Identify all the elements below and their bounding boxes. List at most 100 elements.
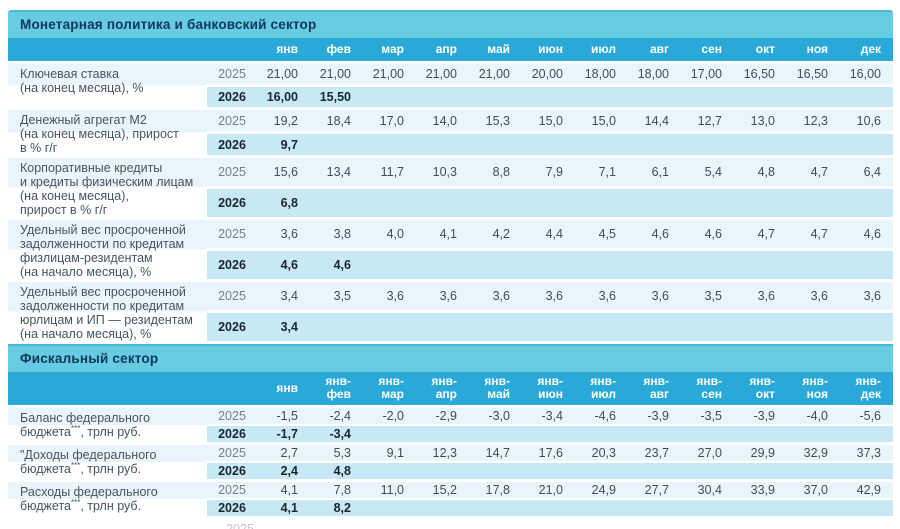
value-cell: 3,6 xyxy=(363,282,416,310)
value-cell xyxy=(734,87,787,107)
period-line2: июл xyxy=(591,387,616,401)
value-cell: 24,9 xyxy=(575,482,628,498)
value-cell xyxy=(575,463,628,479)
value-cell: 16,50 xyxy=(787,64,840,84)
value-cell: 5,4 xyxy=(681,158,734,186)
year-cell-2026: 2026 xyxy=(207,134,257,155)
period-line1: янв- xyxy=(590,374,616,388)
year-cell-2025: 2025 xyxy=(207,445,257,461)
year-cell-2026: 2026 xyxy=(207,426,257,442)
value-cell xyxy=(681,87,734,107)
month-col-header: сен xyxy=(701,42,722,56)
value-cell: 15,6 xyxy=(257,158,310,186)
value-cell xyxy=(363,313,416,341)
value-cell: 4,6 xyxy=(628,220,681,248)
value-cell xyxy=(575,251,628,279)
month-col-header: май xyxy=(487,42,510,56)
value-cell: 14,7 xyxy=(469,445,522,461)
value-cell xyxy=(575,189,628,217)
value-cell: 4,8 xyxy=(310,463,363,479)
monetary-month-header-row: янв фев мар апр май июн июл авг сен окт … xyxy=(8,38,893,61)
value-cell xyxy=(469,251,522,279)
period-line1: янв- xyxy=(325,374,351,388)
value-cell xyxy=(363,87,416,107)
value-cell: -4,0 xyxy=(787,408,840,424)
month-col-header: мар xyxy=(381,42,404,56)
value-cell: 6,4 xyxy=(840,158,893,186)
value-cell: 3,6 xyxy=(522,282,575,310)
period-line2: мар xyxy=(381,387,404,401)
value-cell: 4,7 xyxy=(787,220,840,248)
period-line2: окт xyxy=(755,387,775,401)
year-cell-2026: 2026 xyxy=(207,189,257,217)
value-cell xyxy=(628,500,681,516)
value-cell: 4,1 xyxy=(257,482,310,498)
period-col-header: янв-ноя xyxy=(787,372,840,405)
header-label-spacer xyxy=(8,38,207,61)
fiscal-month-header-row: янв янв-фев янв-мар янв-апр янв-май янв-… xyxy=(8,372,893,405)
value-cell: 10,3 xyxy=(416,158,469,186)
value-cell xyxy=(575,500,628,516)
row-label: "Доходы федерального бюджета***, трлн ру… xyxy=(8,445,207,479)
value-cell xyxy=(416,87,469,107)
row-label: Ключевая ставка (на конец месяца), % xyxy=(8,64,207,107)
month-col-header: фев xyxy=(326,42,351,56)
value-cell: 21,00 xyxy=(416,64,469,84)
value-cell: -3,9 xyxy=(628,408,681,424)
month-col-header: июл xyxy=(591,42,616,56)
value-cell: 18,4 xyxy=(310,110,363,131)
value-cell: 3,6 xyxy=(257,220,310,248)
value-cell: -2,4 xyxy=(310,408,363,424)
month-col-header: окт xyxy=(755,42,775,56)
value-cell: 3,6 xyxy=(787,282,840,310)
row-label: Денежный агрегат М2 (на конец месяца), п… xyxy=(8,110,207,155)
value-cell xyxy=(734,251,787,279)
period-line1: янв- xyxy=(643,374,669,388)
value-cell: 11,7 xyxy=(363,158,416,186)
value-cell: 11,0 xyxy=(363,482,416,498)
value-cell: -3,4 xyxy=(310,426,363,442)
row-group: Удельный вес просроченной задолженности … xyxy=(8,282,893,341)
value-cell: 6,1 xyxy=(628,158,681,186)
value-cell xyxy=(469,313,522,341)
value-cell: 4,6 xyxy=(681,220,734,248)
value-cell xyxy=(416,426,469,442)
value-cell: 3,8 xyxy=(310,220,363,248)
value-cell: -2,0 xyxy=(363,408,416,424)
value-cell xyxy=(363,134,416,155)
row-label: Расходы федерального бюджета***, трлн ру… xyxy=(8,482,207,516)
value-cell xyxy=(363,189,416,217)
value-cell xyxy=(628,87,681,107)
row-label: Удельный вес просроченной задолженности … xyxy=(8,282,207,341)
value-cell xyxy=(469,500,522,516)
value-cell xyxy=(681,189,734,217)
value-cell xyxy=(469,87,522,107)
value-cell: 13,4 xyxy=(310,158,363,186)
value-cell xyxy=(734,463,787,479)
value-cell xyxy=(522,463,575,479)
row-group: Баланс федерального бюджета***, трлн руб… xyxy=(8,408,893,442)
value-cell xyxy=(522,426,575,442)
value-cell xyxy=(575,87,628,107)
value-cell: 37,0 xyxy=(787,482,840,498)
value-cell: 7,8 xyxy=(310,482,363,498)
month-col-header: апр xyxy=(435,42,457,56)
value-cell xyxy=(416,313,469,341)
row-group: Удельный вес просроченной задолженности … xyxy=(8,220,893,279)
value-cell: 16,50 xyxy=(734,64,787,84)
value-cell xyxy=(840,313,893,341)
value-cell xyxy=(522,251,575,279)
value-cell: 7,1 xyxy=(575,158,628,186)
value-cell: 30,4 xyxy=(681,482,734,498)
value-cell xyxy=(628,134,681,155)
value-cell: 21,00 xyxy=(310,64,363,84)
value-cell xyxy=(840,87,893,107)
row-label-text: Баланс федерального бюджета xyxy=(20,411,151,439)
value-cell xyxy=(734,134,787,155)
value-cell xyxy=(840,134,893,155)
year-cell-2026: 2026 xyxy=(207,313,257,341)
month-col-header: июн xyxy=(538,42,563,56)
period-col-header: янв xyxy=(257,372,310,405)
month-col-header: ноя xyxy=(806,42,828,56)
value-cell: 17,00 xyxy=(681,64,734,84)
